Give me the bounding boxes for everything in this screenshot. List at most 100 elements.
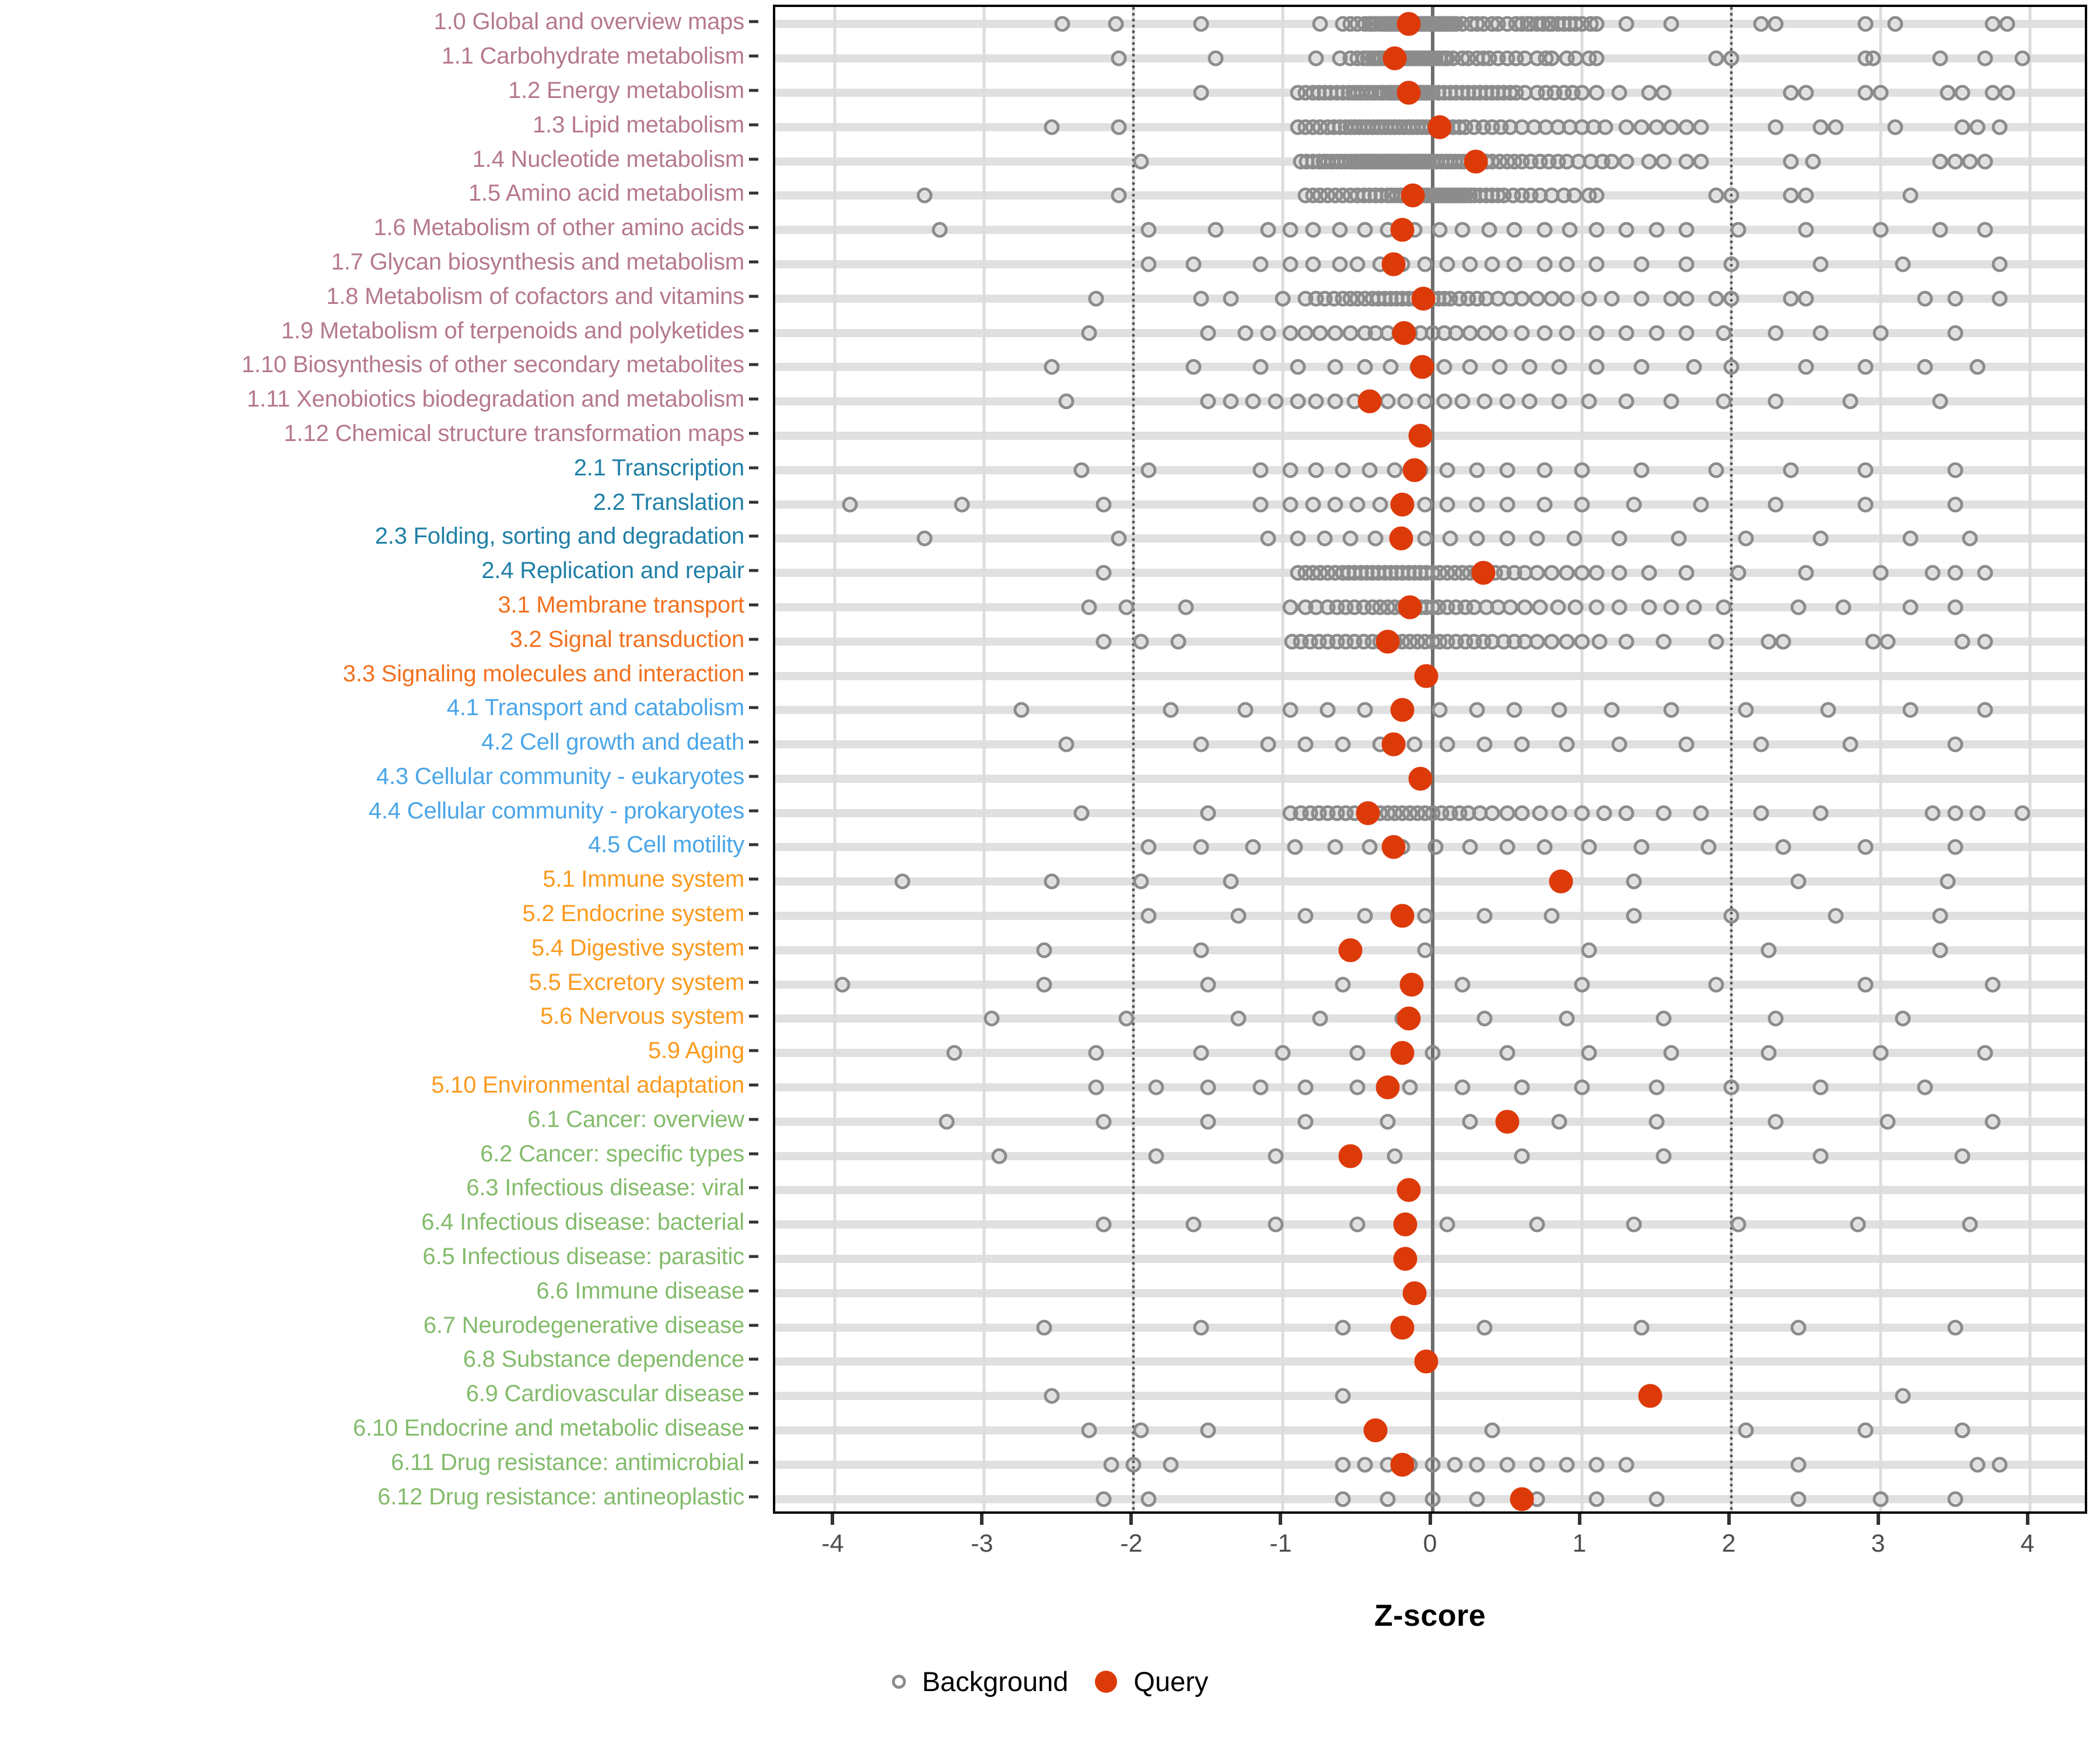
background-point (1812, 1148, 1829, 1164)
background-point (1532, 805, 1548, 821)
background-point (1992, 290, 2008, 307)
horizontal-gridline (775, 1083, 2085, 1092)
background-point (1566, 530, 1583, 547)
background-point (1708, 634, 1724, 650)
background-point (1723, 359, 1740, 375)
background-point (1686, 359, 1702, 375)
background-point (1469, 496, 1485, 513)
y-axis-tick (749, 1426, 758, 1430)
background-point (1305, 256, 1321, 272)
background-point (1088, 1079, 1104, 1096)
background-point (1013, 702, 1030, 718)
background-point (1268, 393, 1284, 410)
background-point (1237, 325, 1254, 341)
y-axis-category-label: 2.1 Transcription (573, 454, 745, 481)
background-point (1492, 359, 1508, 375)
background-point (1947, 462, 1964, 478)
query-point (1638, 1384, 1662, 1408)
horizontal-gridline (775, 1289, 2085, 1297)
background-point (1954, 85, 1971, 101)
background-point (1783, 187, 1799, 204)
reference-line-2 (1730, 7, 1733, 1511)
background-point (1962, 1216, 1978, 1233)
background-point (1111, 530, 1127, 547)
background-point (1678, 153, 1695, 170)
background-point (1947, 325, 1964, 341)
background-point (1312, 16, 1328, 32)
y-axis-category-label: 1.12 Chemical structure transformation m… (284, 420, 744, 446)
background-point (1633, 359, 1650, 375)
background-point (1559, 565, 1575, 581)
background-point (1932, 50, 1948, 66)
background-point (1439, 1216, 1455, 1233)
legend-item-background[interactable]: Background (891, 1665, 1068, 1698)
background-point (1260, 736, 1276, 752)
query-point (1396, 80, 1421, 105)
background-point (1678, 736, 1695, 752)
background-point (1618, 153, 1634, 170)
background-point (1529, 1216, 1545, 1233)
x-axis: -4 -3 -2 -1 0 1 2 3 4 (773, 1514, 2087, 1590)
background-point (1308, 462, 1324, 478)
background-point (1992, 256, 2008, 272)
background-point (1406, 736, 1423, 752)
background-point (1716, 393, 1732, 410)
background-point (1790, 599, 1807, 615)
background-point (1312, 325, 1328, 341)
chart-legend: Background Query (0, 1665, 2100, 1698)
background-point (1133, 1422, 1149, 1438)
background-point (1111, 187, 1127, 204)
background-point (1559, 1010, 1575, 1027)
y-axis-category-label: 1.1 Carbohydrate metabolism (441, 43, 745, 69)
query-point (1382, 46, 1407, 71)
background-point (1977, 565, 1993, 581)
background-point (1768, 325, 1784, 341)
y-axis-tick (749, 329, 758, 332)
background-point (1812, 530, 1829, 547)
background-point (1783, 290, 1799, 307)
background-point (1977, 50, 1993, 66)
horizontal-gridline (775, 466, 2085, 474)
background-point (1327, 839, 1343, 855)
y-axis-category-label: 6.8 Substance dependence (463, 1346, 744, 1373)
background-point (1873, 222, 1889, 238)
background-point (1163, 702, 1179, 718)
background-point (1857, 977, 1874, 993)
background-point (1775, 634, 1791, 650)
background-point (1566, 187, 1583, 204)
background-point (1873, 85, 1889, 101)
background-point (1469, 1491, 1485, 1507)
background-point (1999, 85, 2015, 101)
background-point (1499, 462, 1515, 478)
y-axis-category-label: 1.5 Amino acid metabolism (468, 180, 744, 206)
background-point (1895, 1388, 1911, 1404)
y-axis-category-label: 1.8 Metabolism of cofactors and vitamins (326, 283, 744, 309)
query-point (1389, 526, 1413, 551)
background-point (1476, 1010, 1493, 1027)
background-point (1081, 599, 1097, 615)
y-axis-tick (749, 1392, 758, 1395)
background-point (1044, 359, 1060, 375)
x-axis-tick-label: -3 (971, 1530, 993, 1558)
background-point (1297, 1079, 1314, 1096)
background-point (1738, 1422, 1754, 1438)
y-axis-category-label: 1.4 Nucleotide metabolism (472, 146, 745, 172)
background-point (1618, 634, 1634, 650)
background-point (1514, 736, 1530, 752)
background-point (1783, 462, 1799, 478)
background-point (1581, 839, 1597, 855)
background-point (1036, 977, 1052, 993)
legend-item-query[interactable]: Query (1095, 1665, 1208, 1698)
background-point (1476, 908, 1493, 924)
background-point (1656, 85, 1672, 101)
query-point (1408, 424, 1433, 448)
horizontal-gridline (775, 1392, 2085, 1401)
background-point (1992, 119, 2008, 135)
background-point (1140, 462, 1157, 478)
background-point (1924, 805, 1941, 821)
y-axis-tick (749, 295, 758, 298)
background-point (1200, 1114, 1216, 1130)
background-point (1148, 1148, 1164, 1164)
background-point (1133, 634, 1149, 650)
background-point (1873, 565, 1889, 581)
